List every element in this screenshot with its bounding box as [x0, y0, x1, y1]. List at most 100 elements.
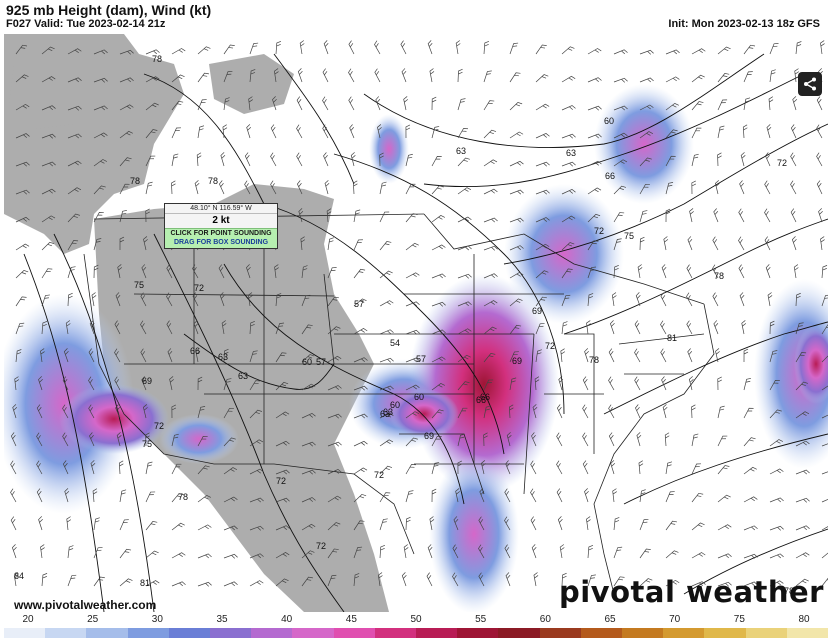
wind-barb	[665, 579, 680, 587]
wind-barb	[478, 572, 485, 587]
wind-barb	[353, 209, 361, 223]
valid-time: F027 Valid: Tue 2023-02-14 21z	[6, 18, 166, 30]
wind-barb	[691, 153, 699, 167]
legend-swatch	[416, 628, 458, 638]
wind-barb	[791, 236, 797, 251]
wind-barb	[712, 292, 719, 307]
contour-label: 63	[566, 148, 576, 158]
wind-barb	[41, 573, 48, 587]
wind-barb	[327, 385, 342, 391]
wind-barb	[379, 211, 390, 223]
wind-barb	[93, 547, 103, 559]
contour-label: 66	[605, 171, 615, 181]
wind-barb	[379, 492, 391, 503]
wind-barb	[93, 576, 105, 587]
legend-swatch	[251, 628, 293, 638]
wind-barb	[769, 525, 784, 531]
wind-barb	[67, 48, 82, 55]
wind-barb	[171, 100, 184, 111]
box-sounding-button[interactable]: DRAG FOR BOX SOUNDING	[165, 238, 277, 248]
wind-barb	[431, 273, 446, 279]
wind-barb	[790, 208, 797, 223]
legend-swatch	[539, 628, 581, 638]
wind-barb	[743, 496, 758, 503]
wind-barb	[610, 460, 616, 475]
weather-map[interactable]: 78 78 78 75 72 66 63 63 60 57 69 75 72 7…	[4, 34, 828, 612]
contour-label: 72	[154, 421, 164, 431]
wind-barb	[400, 40, 407, 55]
wind-barb	[740, 152, 746, 167]
wind-barb	[353, 180, 358, 195]
wind-barb	[145, 521, 158, 531]
wind-barb	[296, 96, 303, 111]
wind-barb	[326, 208, 332, 223]
contour-labels: 78 78 78 75 72 66 63 63 60 57 69 75 72 7…	[14, 54, 794, 596]
wind-barb	[379, 544, 386, 559]
website-link[interactable]: www.pivotalweather.com	[14, 598, 157, 612]
wind-barb	[67, 574, 77, 587]
wind-barb	[561, 321, 568, 335]
wind-barb	[561, 572, 567, 587]
wind-barb	[561, 188, 576, 195]
contour-label: 57	[416, 354, 426, 364]
wind-barb	[275, 469, 290, 475]
wind-barb	[764, 236, 771, 251]
wind-barb	[661, 376, 667, 391]
wind-barb	[405, 329, 420, 335]
legend-color-bar	[4, 628, 829, 638]
wind-barb	[350, 152, 356, 167]
map-canvas[interactable]: 78 78 78 75 72 66 63 63 60 57 69 75 72 7…	[4, 34, 828, 612]
contour-label: 75	[134, 280, 144, 290]
wind-barb	[686, 264, 693, 279]
wind-barb	[405, 153, 413, 167]
wind-barb	[275, 381, 289, 391]
wind-barb	[639, 518, 649, 531]
contour-label: 60	[604, 116, 614, 126]
wind-barb	[140, 292, 147, 307]
wind-barb	[820, 236, 825, 251]
contour-label: 63	[456, 146, 466, 156]
wind-barb	[429, 516, 435, 531]
wind-barb	[483, 245, 498, 251]
contour-label: 72	[777, 158, 787, 168]
wind-barb	[41, 215, 56, 223]
wind-barb	[717, 494, 731, 503]
wind-barb	[145, 432, 150, 447]
wind-barb	[769, 468, 784, 475]
wind-barb	[639, 578, 653, 587]
wind-barb	[717, 553, 732, 559]
wind-barb	[613, 105, 628, 111]
wind-barb	[457, 273, 472, 279]
wind-barb	[509, 377, 517, 391]
wind-barb	[219, 292, 225, 307]
wind-barb	[769, 580, 784, 587]
wind-barb	[63, 348, 69, 363]
wind-barb	[821, 469, 828, 475]
wind-barb	[405, 124, 411, 139]
wind-barb	[249, 380, 261, 391]
wind-barb	[586, 320, 591, 335]
wind-barb	[171, 493, 184, 503]
wind-barb	[41, 76, 56, 83]
wind-barb	[67, 105, 82, 111]
wind-barb	[93, 264, 99, 279]
wind-barb	[197, 435, 208, 447]
wind-barb	[327, 522, 341, 531]
legend-tick-label: 35	[216, 614, 228, 625]
wind-barb	[712, 236, 719, 251]
point-sounding-button[interactable]: CLICK FOR POINT SOUNDING	[165, 228, 277, 238]
wind-barb	[457, 407, 468, 419]
wind-barb	[530, 460, 537, 475]
wind-barb	[322, 68, 329, 83]
wind-barb	[534, 376, 540, 391]
wind-barb	[457, 187, 472, 195]
wind-barb	[821, 265, 828, 279]
legend-swatch	[745, 628, 787, 638]
contour-label: 72	[545, 341, 555, 351]
share-button[interactable]	[798, 72, 822, 96]
wind-barb	[93, 159, 108, 167]
wind-barb	[15, 349, 22, 363]
wind-barb	[15, 103, 30, 111]
wind-barb	[509, 351, 519, 363]
wind-barb	[327, 441, 342, 447]
